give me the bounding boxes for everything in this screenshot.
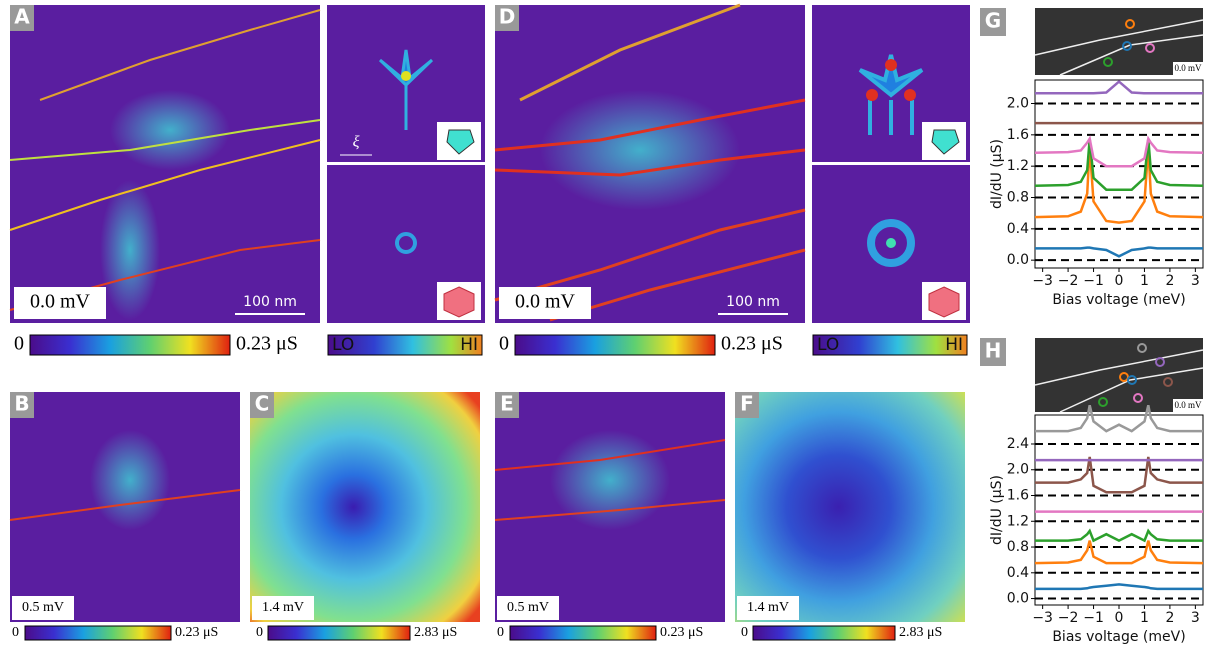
spectrum-line [1035, 531, 1203, 541]
spectrum-line [1035, 82, 1203, 94]
x-tick-label: 0 [1115, 610, 1124, 626]
colorbar [510, 626, 656, 640]
map-feature [110, 90, 230, 170]
sim-icon [929, 287, 959, 317]
scale-label: 100 nm [243, 294, 297, 310]
colorbar-label: 0 [741, 625, 748, 640]
colorbar-label: 2.83 μS [899, 625, 942, 640]
y-axis-label: dI/dU (μS) [989, 139, 1005, 209]
y-tick-label: 2.0 [1007, 462, 1029, 478]
panel-label: F [740, 392, 754, 416]
x-tick-label: −2 [1058, 273, 1079, 289]
bias-label: 0.0 mV [30, 291, 91, 313]
map-feature [540, 90, 740, 210]
panel-label: H [985, 339, 1002, 363]
spectrum-line [1035, 248, 1203, 257]
colorbar-label: 0 [497, 625, 504, 640]
x-tick-label: 2 [1165, 610, 1174, 626]
colorbar-label: 0.23 μS [236, 333, 298, 355]
colorbar [25, 626, 171, 640]
sim-feature [885, 59, 897, 71]
x-tick-label: −1 [1083, 610, 1104, 626]
plot-frame [1035, 80, 1203, 268]
y-tick-label: 0.0 [1007, 252, 1029, 268]
x-tick-label: −3 [1032, 273, 1053, 289]
y-tick-label: 0.8 [1007, 190, 1029, 206]
x-axis-label: Bias voltage (meV) [1052, 292, 1185, 308]
colorbar-label: 0.23 μS [660, 625, 703, 640]
panel-label: A [14, 5, 30, 29]
sim-icon [444, 287, 474, 317]
panel-label: G [985, 9, 1001, 33]
bias-label: 1.4 mV [262, 600, 304, 615]
y-tick-label: 2.4 [1007, 436, 1029, 452]
sim-feature [904, 89, 916, 101]
x-tick-label: 3 [1191, 273, 1200, 289]
y-tick-label: 0.8 [1007, 539, 1029, 555]
colorbar [30, 335, 230, 355]
y-tick-label: 0.0 [1007, 591, 1029, 607]
y-tick-label: 1.2 [1007, 158, 1029, 174]
sim-feature [401, 71, 411, 81]
colorbar-label: LO [817, 335, 839, 355]
colorbar-label: 0 [12, 625, 19, 640]
spectrum-line [1035, 584, 1203, 589]
colorbar [753, 626, 895, 640]
panel-label: D [499, 5, 516, 29]
x-tick-label: 1 [1140, 610, 1149, 626]
colorbar-label: 0 [499, 333, 509, 355]
spectrum-line [1035, 457, 1203, 492]
map-c [250, 392, 480, 622]
map-f [735, 392, 965, 622]
y-axis-label: dI/dU (μS) [989, 475, 1005, 545]
x-tick-label: −3 [1032, 610, 1053, 626]
x-axis-label: Bias voltage (meV) [1052, 629, 1185, 645]
y-tick-label: 2.0 [1007, 96, 1029, 112]
y-tick-label: 1.6 [1007, 488, 1029, 504]
y-tick-label: 1.6 [1007, 127, 1029, 143]
colorbar-label: 0 [14, 333, 24, 355]
sim-feature [886, 238, 896, 248]
colorbar [268, 626, 410, 640]
colorbar-label: LO [332, 335, 354, 355]
colorbar-label: HI [460, 335, 478, 355]
inset-bias: 0.0 mV [1175, 63, 1203, 73]
bias-label: 1.4 mV [747, 600, 789, 615]
bias-label: 0.5 mV [507, 600, 549, 615]
map-feature [90, 430, 170, 530]
bias-label: 0.0 mV [515, 291, 576, 313]
y-tick-label: 0.4 [1007, 221, 1029, 237]
inset-bias: 0.0 mV [1175, 400, 1203, 410]
scale-label: 100 nm [726, 294, 780, 310]
figure: A 0.0 mV 100 nm ξ 0 0.23 μS LO HI D 0.0 … [0, 0, 1211, 647]
x-tick-label: −2 [1058, 610, 1079, 626]
panel-label: E [500, 392, 514, 416]
x-tick-label: 3 [1191, 610, 1200, 626]
colorbar [515, 335, 715, 355]
xi-label: ξ [353, 134, 360, 151]
x-tick-label: 1 [1140, 273, 1149, 289]
panel-label: B [14, 392, 29, 416]
y-tick-label: 0.4 [1007, 565, 1029, 581]
y-tick-label: 1.2 [1007, 513, 1029, 529]
colorbar-label: HI [945, 335, 963, 355]
spectrum-line [1035, 139, 1203, 167]
x-tick-label: −1 [1083, 273, 1104, 289]
colorbar-label: 0.23 μS [721, 333, 783, 355]
x-tick-label: 0 [1115, 273, 1124, 289]
spectrum-line [1035, 541, 1203, 564]
sim-feature [866, 89, 878, 101]
map-feature [100, 180, 160, 320]
bias-label: 0.5 mV [22, 600, 64, 615]
x-tick-label: 2 [1165, 273, 1174, 289]
panel-label: C [255, 392, 270, 416]
spectrum-line [1035, 139, 1203, 190]
colorbar-label: 0.23 μS [175, 625, 218, 640]
colorbar-label: 2.83 μS [414, 625, 457, 640]
colorbar-label: 0 [256, 625, 263, 640]
